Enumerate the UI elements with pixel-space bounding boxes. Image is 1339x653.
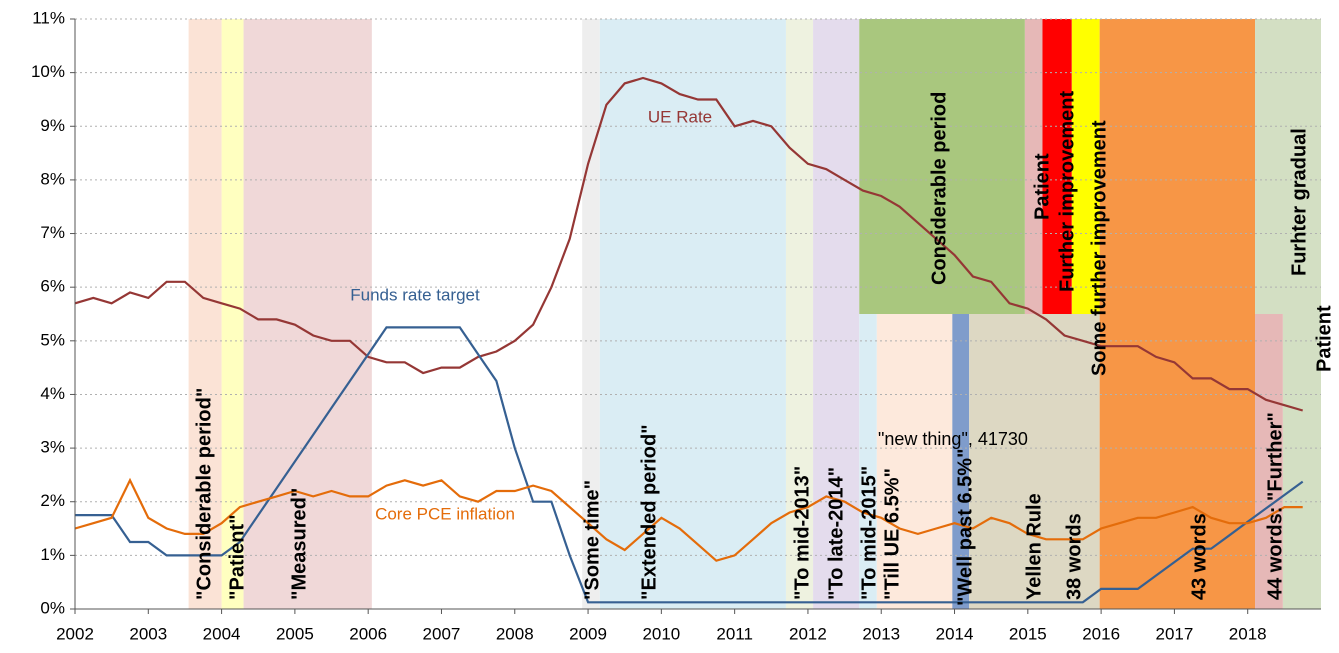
series-line <box>74 477 1303 562</box>
period-band <box>859 314 877 609</box>
y-tick-label: 6% <box>40 277 65 296</box>
lines: UE Rate Funds rate target Core PCE inflati… <box>74 76 1304 604</box>
x-tick-label: 2017 <box>1155 624 1193 643</box>
annotation: 44 words: "Further" <box>1264 412 1286 600</box>
axes: 0% 1% 2% 3% 4% 5% 6% 7% 8% 9% 10% 11% 2002 2003 2004 20… <box>31 8 1321 643</box>
period-band <box>1255 314 1283 609</box>
series-label: Funds rate target <box>350 285 480 304</box>
y-tick-label: 10% <box>31 62 65 81</box>
annotation: "Extended period" <box>638 424 660 600</box>
period-band <box>813 19 860 609</box>
period-band <box>243 19 372 609</box>
y-tick-label: 1% <box>40 545 65 564</box>
period-band <box>221 19 244 609</box>
x-tick-label: 2011 <box>716 624 753 643</box>
x-tick-label: 2004 <box>203 624 241 643</box>
annotation: Yellen Rule <box>1023 493 1045 600</box>
period-band <box>1024 19 1043 314</box>
annotation: Furhter gradual <box>1288 128 1310 276</box>
period-band <box>969 314 1100 609</box>
period-band <box>1255 19 1321 314</box>
series-label: Core PCE inflation <box>375 504 515 523</box>
annotation: "Measured" <box>288 488 310 600</box>
x-tick-label: 2016 <box>1082 624 1120 643</box>
annotation: 38 words <box>1063 513 1085 600</box>
annotation: Some further improvement <box>1088 120 1110 376</box>
x-tick-label: 2013 <box>862 624 900 643</box>
period-band <box>1282 314 1321 609</box>
period-band <box>1042 19 1072 314</box>
annotation: "Some time" <box>581 480 603 600</box>
annotation: "Well past 6.5%" <box>954 448 976 606</box>
annotation: Patient <box>1031 153 1053 220</box>
x-tick-label: 2007 <box>423 624 461 643</box>
x-tick-label: 2010 <box>642 624 680 643</box>
y-tick-label: 11% <box>32 8 65 27</box>
annotation: Further improvement <box>1056 91 1078 292</box>
period-band <box>1071 19 1100 314</box>
x-tick-label: 2008 <box>496 624 534 643</box>
x-tick-label: 2005 <box>276 624 314 643</box>
y-tick-label: 5% <box>40 330 65 349</box>
annotation: Patient <box>1313 305 1335 372</box>
y-tick-label: 7% <box>40 223 65 242</box>
annotation: "To mid-2015" <box>858 466 880 600</box>
y-tick-label: 2% <box>40 491 65 510</box>
y-tick-label: 8% <box>40 169 65 188</box>
period-band <box>859 19 1025 314</box>
annotation: "To mid-2013" <box>791 466 813 600</box>
y-tick-label: 0% <box>40 598 65 617</box>
annotations: "Considerable period" "Patient" "Measured"… <box>193 91 1335 606</box>
series-line <box>75 326 1304 604</box>
y-tick-label: 9% <box>40 116 65 135</box>
x-tick-label: 2002 <box>56 624 94 643</box>
period-band <box>1099 19 1256 609</box>
annotation: 43 words <box>1188 513 1210 600</box>
bands <box>188 19 1321 609</box>
annotation: "Till UE 6.5%" <box>881 468 903 600</box>
y-tick-label: 3% <box>40 438 65 457</box>
y-tick-label: 4% <box>40 384 65 403</box>
x-tick-label: 2006 <box>349 624 387 643</box>
series-line <box>74 76 1304 412</box>
annotation: Considerable period <box>928 92 950 285</box>
x-tick-label: 2018 <box>1229 624 1267 643</box>
x-tick-label: 2009 <box>569 624 607 643</box>
period-band <box>876 314 953 609</box>
period-band <box>599 19 786 609</box>
period-band <box>952 314 970 609</box>
x-tick-label: 2012 <box>789 624 827 643</box>
annotation: "Patient" <box>226 514 248 600</box>
annotation: "To late-2014" <box>825 467 847 600</box>
annotation: "new thing", 41730 <box>878 429 1028 449</box>
x-tick-label: 2003 <box>129 624 167 643</box>
x-tick-label: 2015 <box>1009 624 1047 643</box>
annotation: "Considerable period" <box>193 388 215 600</box>
x-tick-label: 2014 <box>936 624 974 643</box>
period-band <box>188 19 222 609</box>
series-label: UE Rate <box>648 107 712 126</box>
